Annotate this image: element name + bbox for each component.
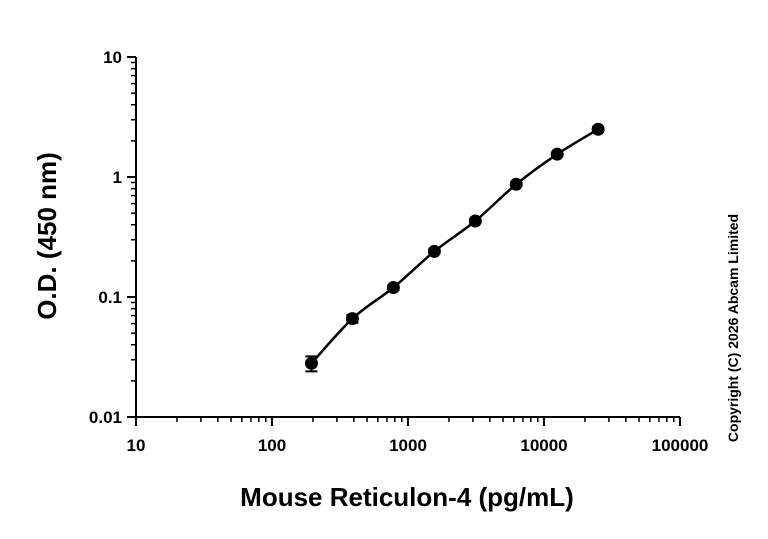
data-point <box>345 312 359 326</box>
data-point <box>550 147 564 161</box>
y-tick-label: 0.01 <box>89 408 122 427</box>
x-tick-label: 100000 <box>652 436 709 455</box>
data-point <box>509 177 523 191</box>
x-tick-label: 100 <box>258 436 286 455</box>
x-tick-label: 10 <box>127 436 146 455</box>
data-point <box>468 214 482 228</box>
data-points-group <box>304 122 605 373</box>
y-tick-label: 10 <box>103 48 122 67</box>
x-tick-label: 10000 <box>520 436 567 455</box>
x-axis-title: Mouse Reticulon-4 (pg/mL) <box>240 482 574 512</box>
data-point <box>304 356 318 370</box>
y-axis-title: O.D. (450 nm) <box>32 152 62 320</box>
data-point <box>427 244 441 258</box>
y-tick-label: 0.1 <box>98 288 122 307</box>
copyright-notice: Copyright (C) 2026 Abcam Limited <box>725 214 741 442</box>
fit-curve <box>310 128 599 365</box>
fit-curve-group <box>310 128 599 365</box>
x-tick-label: 1000 <box>389 436 427 455</box>
y-tick-label: 1 <box>113 168 122 187</box>
data-point <box>386 280 400 294</box>
data-point <box>591 122 605 136</box>
axes: 10 100 1000 10000 100000 0.01 0.1 1 10 <box>89 48 708 455</box>
